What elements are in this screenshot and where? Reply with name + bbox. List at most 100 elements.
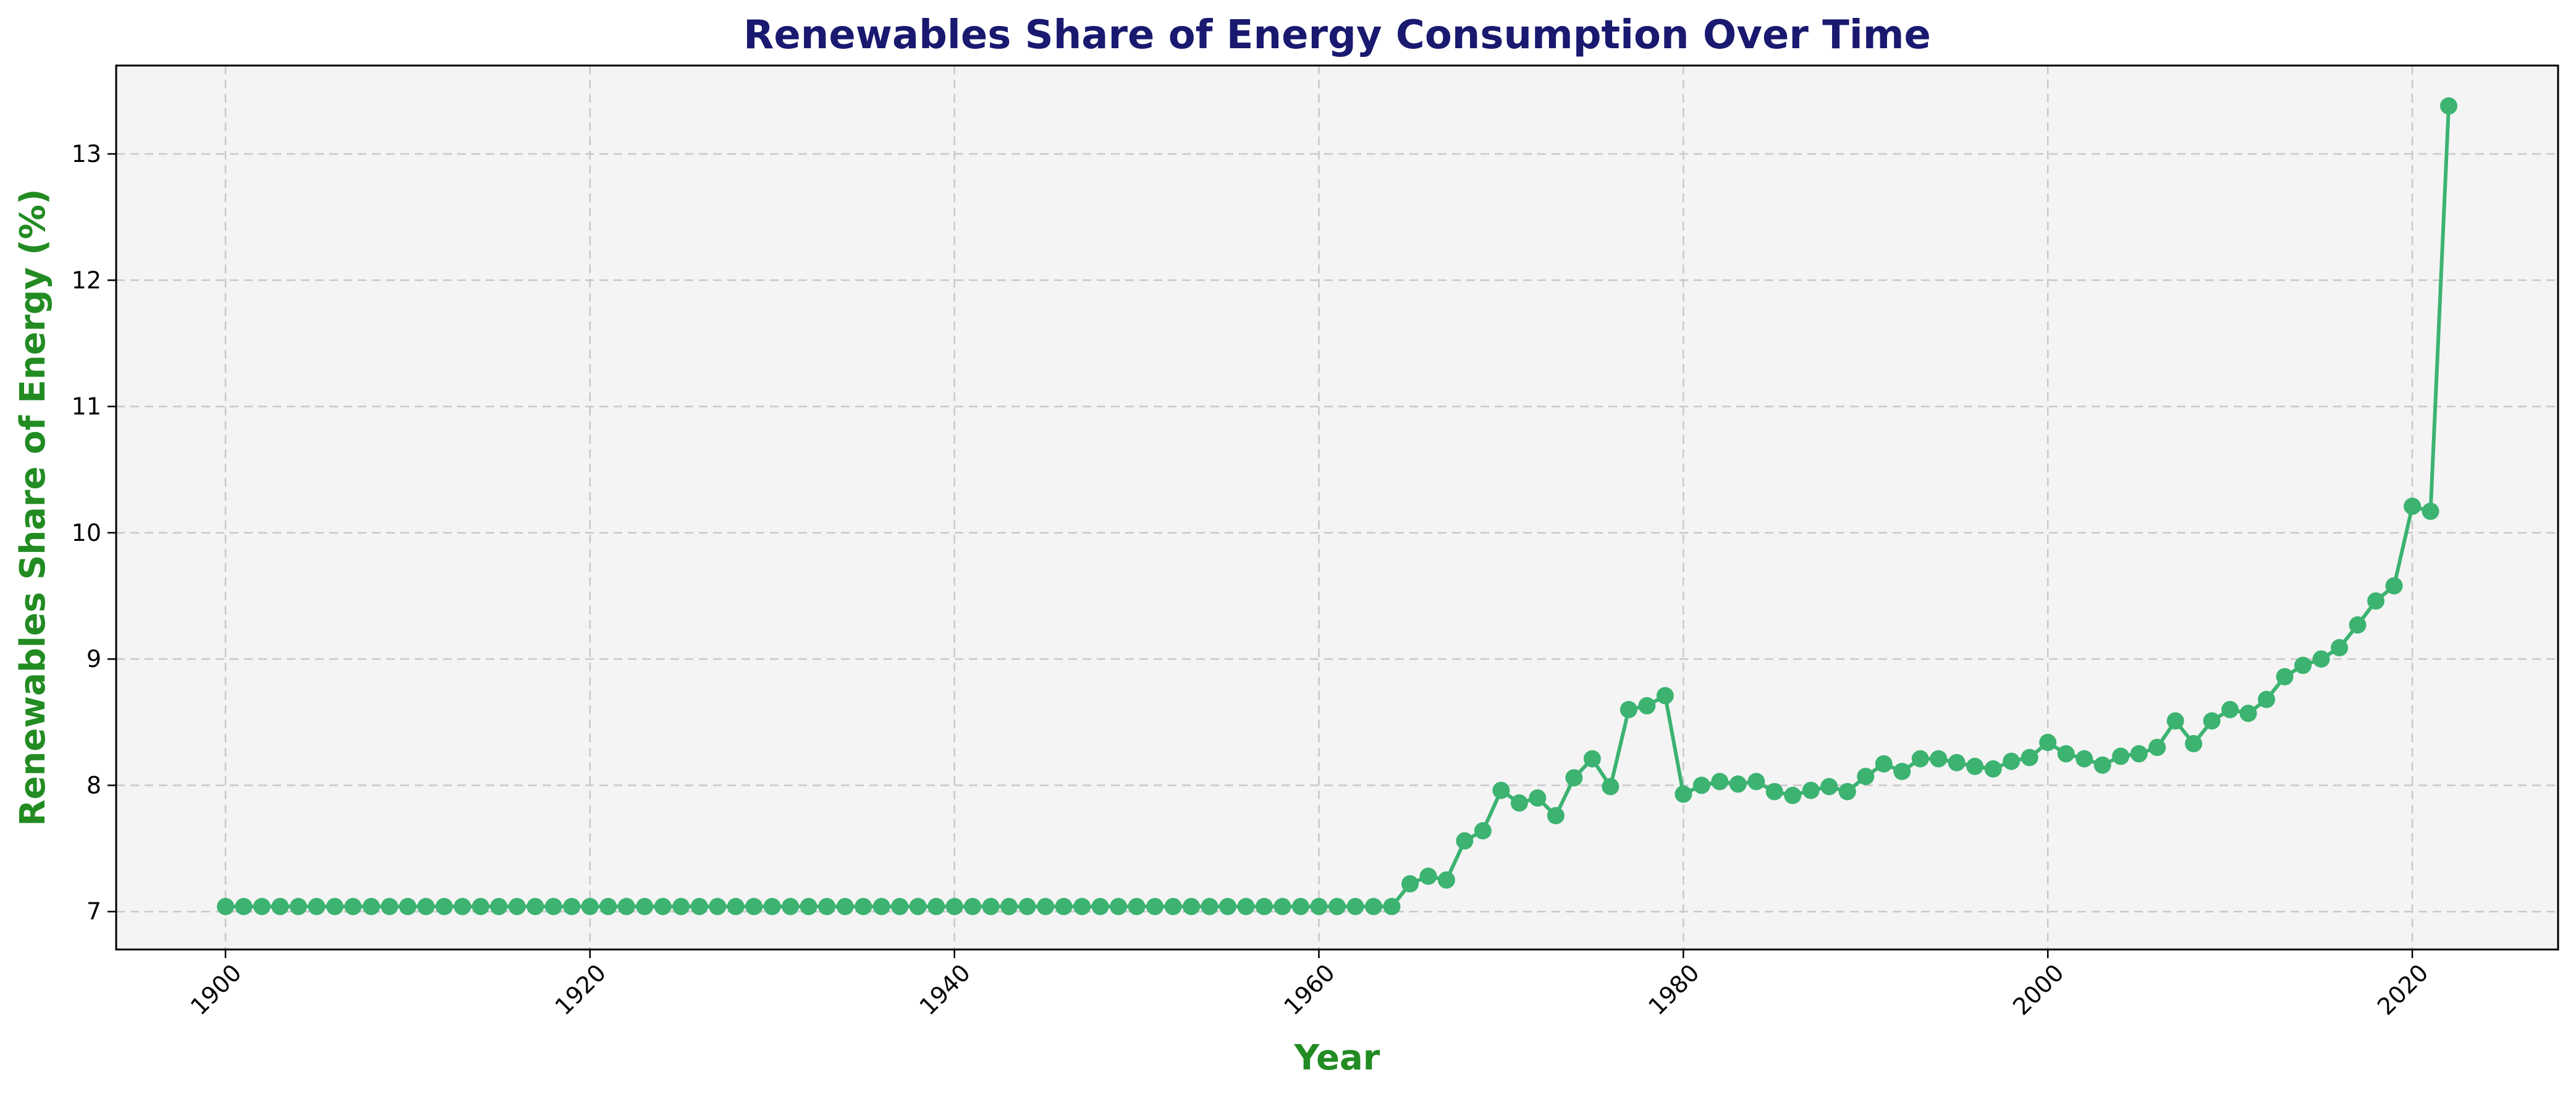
data-point	[490, 898, 508, 915]
y-axis-ticks: 7 8 9 10 11 12 13	[72, 140, 116, 925]
data-point	[982, 898, 1000, 915]
data-point	[1237, 898, 1255, 915]
data-point	[326, 898, 344, 915]
data-point	[1656, 687, 1674, 705]
data-point	[2130, 745, 2148, 763]
data-point	[2093, 756, 2111, 774]
x-tick-label: 2000	[2008, 959, 2069, 1021]
data-point	[2440, 97, 2457, 115]
data-point	[1492, 781, 1510, 799]
data-point	[891, 898, 909, 915]
y-axis-label: Renewables Share of Energy (%)	[13, 189, 53, 826]
data-point	[1073, 898, 1091, 915]
data-point	[417, 898, 435, 915]
data-point	[2239, 705, 2257, 722]
data-point	[636, 898, 654, 915]
data-point	[763, 898, 781, 915]
data-point	[435, 898, 453, 915]
data-point	[1438, 871, 1455, 889]
data-point	[1310, 898, 1328, 915]
data-point	[1602, 778, 1620, 796]
data-point	[909, 898, 927, 915]
data-point	[2221, 700, 2239, 718]
data-point	[581, 898, 599, 915]
data-point	[1984, 760, 2002, 778]
data-point	[945, 898, 963, 915]
data-point	[2148, 739, 2166, 757]
data-point	[1219, 898, 1236, 915]
data-point	[2021, 749, 2038, 767]
data-point	[2312, 650, 2330, 668]
data-point	[1018, 898, 1036, 915]
data-point	[271, 898, 289, 915]
data-point	[1273, 898, 1291, 915]
data-point	[599, 898, 617, 915]
data-point	[1383, 898, 1401, 915]
x-tick-label: 1920	[550, 959, 612, 1021]
data-point	[2003, 752, 2021, 770]
data-point	[235, 898, 253, 915]
data-point	[1784, 786, 1802, 804]
y-tick-label: 10	[72, 519, 101, 546]
data-point	[1948, 754, 1966, 771]
data-point	[362, 898, 380, 915]
chart-title: Renewables Share of Energy Consumption O…	[743, 12, 1931, 58]
data-point	[526, 898, 544, 915]
data-point	[399, 898, 416, 915]
y-grid-lines	[116, 153, 2558, 912]
plot-background	[116, 66, 2558, 949]
y-tick-label: 7	[87, 898, 101, 925]
data-point	[1256, 898, 1273, 915]
data-point	[563, 898, 581, 915]
data-point	[2258, 690, 2276, 708]
data-point	[1000, 898, 1018, 915]
data-point	[1583, 750, 1601, 768]
data-point	[2331, 639, 2349, 656]
data-point	[471, 898, 489, 915]
data-point	[2039, 734, 2057, 751]
data-point	[1510, 794, 1528, 812]
data-point	[1474, 822, 1492, 839]
data-point	[855, 898, 872, 915]
x-axis-label: Year	[1294, 1038, 1380, 1078]
data-point	[1365, 898, 1382, 915]
x-tick-label: 1960	[1278, 959, 1340, 1021]
data-point	[344, 898, 362, 915]
data-point	[1110, 898, 1128, 915]
data-point	[1419, 867, 1437, 885]
data-point	[1638, 697, 1656, 715]
data-point	[1055, 898, 1073, 915]
data-point	[1930, 750, 1948, 768]
data-point	[2276, 668, 2294, 686]
data-point	[782, 898, 800, 915]
data-point	[1875, 755, 1893, 773]
data-point	[1037, 898, 1055, 915]
x-tick-label: 1980	[1643, 959, 1705, 1021]
y-tick-label: 9	[87, 645, 101, 673]
data-point	[800, 898, 817, 915]
data-point	[454, 898, 471, 915]
data-point	[1401, 875, 1419, 893]
data-point	[2185, 735, 2203, 752]
data-point	[1838, 783, 1856, 801]
x-axis-ticks: 1900 1920 1940 1960 1980 2000 2020	[185, 949, 2434, 1021]
data-point	[1565, 769, 1583, 787]
x-tick-label: 2020	[2372, 959, 2434, 1021]
data-point	[381, 898, 399, 915]
data-point	[2057, 745, 2075, 763]
data-point	[1674, 785, 1692, 803]
data-point	[1911, 750, 1929, 768]
y-tick-label: 8	[87, 771, 101, 799]
x-tick-label: 1940	[914, 959, 976, 1021]
data-point	[872, 898, 890, 915]
y-tick-label: 11	[72, 393, 101, 420]
data-point	[1820, 778, 1838, 796]
data-point	[1711, 773, 1729, 791]
data-point	[2367, 592, 2385, 610]
data-point	[1893, 763, 1911, 780]
data-point	[1183, 898, 1201, 915]
data-point	[1292, 898, 1309, 915]
data-point	[927, 898, 945, 915]
data-point	[1765, 783, 1783, 801]
plot-frame	[115, 64, 2559, 951]
